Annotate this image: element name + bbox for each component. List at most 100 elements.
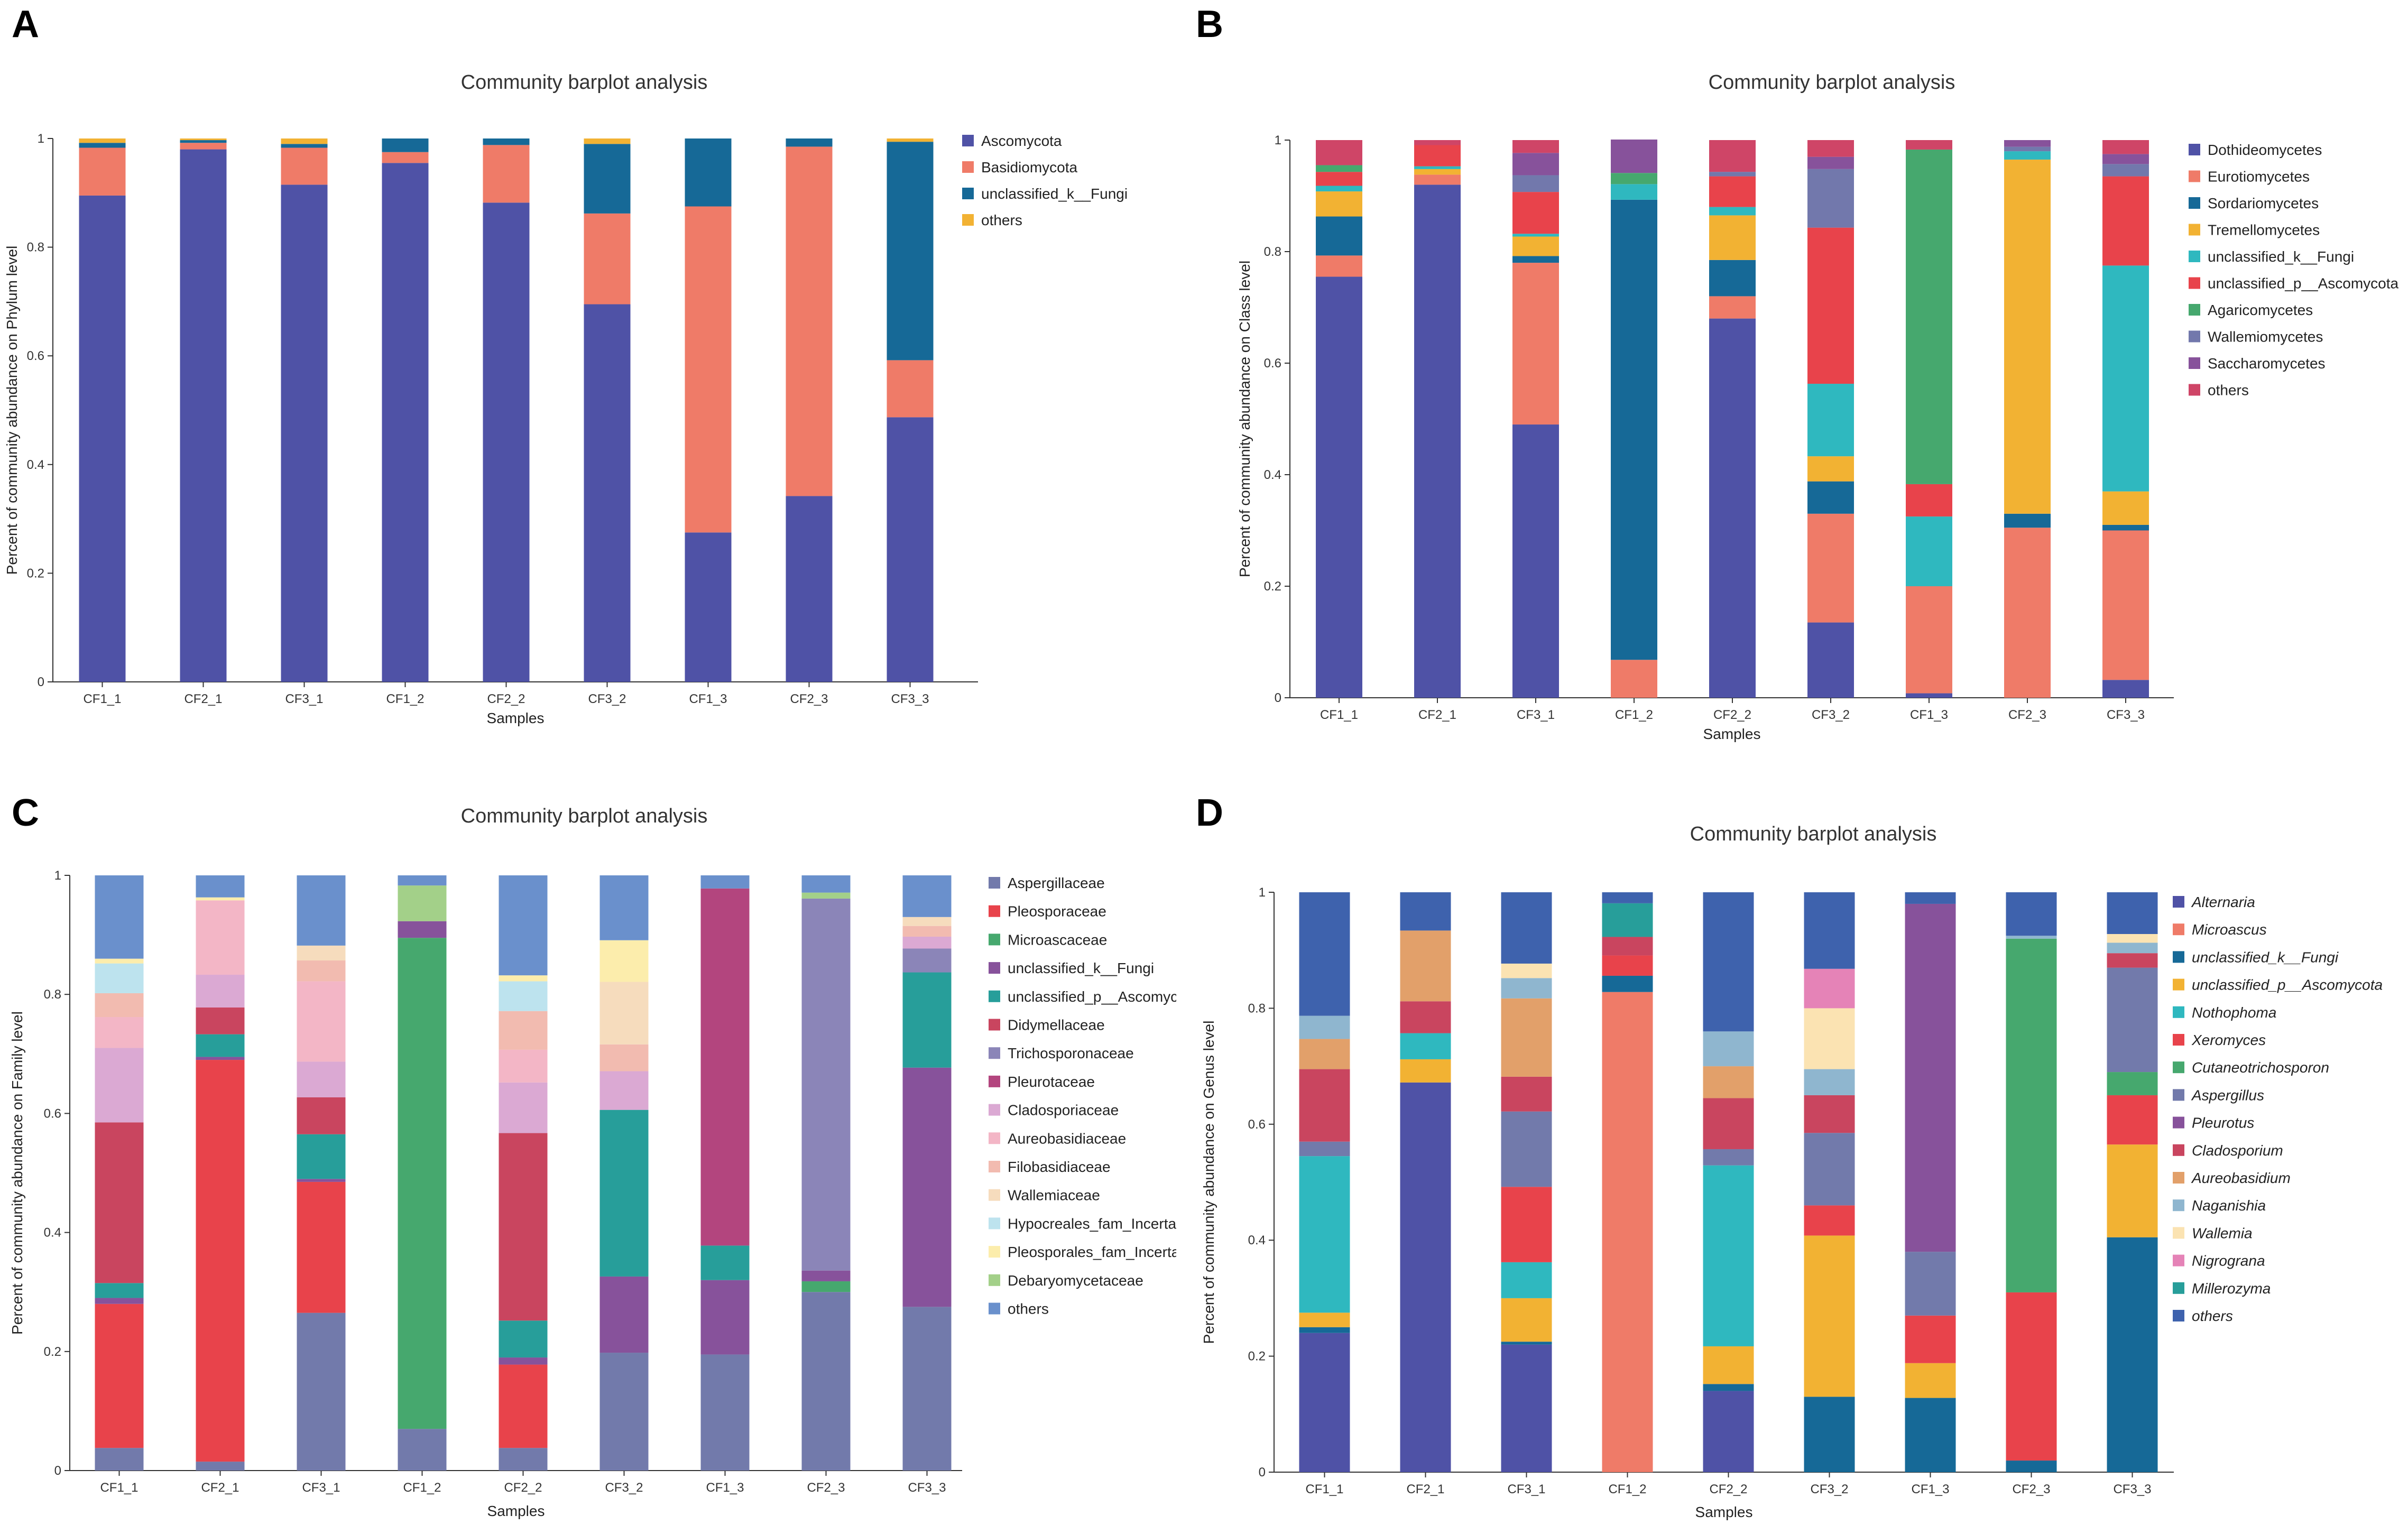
panel-d-legend-label: Cladosporium (2192, 1142, 2283, 1159)
panel-b-bar-cf3-3-series-7 (2102, 164, 2149, 177)
panel-c-bar-cf3-2-series-13 (599, 940, 649, 982)
panel-d-legend: Alternaria Microascus unclassified_k__Fung… (2173, 894, 2383, 1324)
panel-c-bar-cf1-3-series-4 (700, 1245, 750, 1280)
panel-a-bar-cf1-2-series-2 (382, 138, 429, 152)
panel-c-x-tick-label: CF3_3 (908, 1481, 946, 1495)
panel-d-bar-cf2-2-series-11 (1703, 1031, 1754, 1067)
panel-c-legend-label: Microascaceae (1008, 931, 1107, 948)
panel-a-y-tick-label: 0.2 (27, 566, 44, 580)
panel-b-bar-cf2-3-series-7 (2004, 146, 2051, 152)
panel-c-bar-cf2-2-series-9 (499, 1049, 548, 1083)
panel-d-bar-cf2-3-series-11 (2006, 936, 2057, 939)
panel-a-bar-cf1-1-series-2 (79, 143, 126, 148)
panel-d-bar-cf2-3-series-15 (2006, 892, 2057, 936)
panel-d-x-tick-label: CF3_3 (2113, 1482, 2151, 1496)
panel-d-chart: D Community barplot analysis 0 0.2 0.4 0.6 0.8… (1196, 792, 2383, 1520)
panel-a-letter: A (12, 3, 39, 45)
panel-a-legend-label: Basidiomycota (981, 159, 1078, 175)
panel-b-bar-cf3-1-series-1 (1512, 263, 1559, 425)
panel-d-bar-cf1-1-series-4 (1299, 1156, 1350, 1313)
panel-c-legend-swatch (989, 1132, 1000, 1144)
panel-a-xlabel: Samples (487, 710, 545, 726)
panel-c-bar-cf2-1-series-15 (196, 875, 245, 898)
panel-a-bar-cf1-1-series-3 (79, 138, 126, 143)
panel-b-bar-cf3-2-series-4 (1807, 384, 1854, 457)
panel-c-bar-cf2-3-series-15 (801, 875, 851, 893)
panel-c-legend-swatch (989, 1047, 1000, 1059)
panel-c-bar-cf3-1-series-11 (297, 945, 346, 961)
panel-c-legend-label: Aspergillaceae (1008, 875, 1105, 891)
panel-a-bar-cf2-3-series-2 (786, 138, 833, 147)
panel-c-bar-cf3-2-series-15 (599, 875, 649, 940)
panel-c-letter: C (12, 792, 39, 834)
panel-d-xlabel: Samples (1695, 1504, 1753, 1520)
panel-b-legend-label: Agaricomycetes (2208, 302, 2313, 318)
panel-c-chart: C Community barplot analysis 0 0.2 0.4 0.6 0.8… (9, 792, 1176, 1519)
panel-a-y-tick-label: 1 (38, 132, 44, 146)
panel-d-bar-cf1-2-series-5 (1602, 955, 1653, 976)
panel-b-bar-cf2-2-series-5 (1709, 176, 1756, 207)
panel-c-bar-cf1-2-series-14 (398, 885, 447, 921)
panel-c-bar-cf2-2-series-8 (499, 1082, 548, 1133)
panel-d-bar-cf3-2-series-15 (1804, 892, 1855, 969)
panel-d-bar-cf1-1-series-3 (1299, 1313, 1350, 1327)
panel-a-x-tick-label: CF2_1 (184, 692, 222, 706)
panel-c-bar-cf2-1-series-5 (196, 1007, 245, 1034)
panel-c-bar-cf3-3-series-10 (902, 926, 952, 937)
panel-d-bar-cf2-3-series-2 (2006, 1461, 2057, 1472)
panel-a-bar-cf1-1-series-1 (79, 147, 126, 196)
panel-b-bar-cf1-2-series-8 (1611, 139, 1657, 173)
panel-d-legend-swatch (2173, 1116, 2184, 1129)
panel-d-bar-cf3-2-series-12 (1804, 1008, 1855, 1069)
panel-a-bar-cf1-2-series-0 (382, 163, 429, 682)
panel-c-bar-cf3-2-series-8 (599, 1071, 649, 1110)
panel-d-bar-cf3-1-series-11 (1501, 978, 1552, 999)
panel-a-ylabel: Percent of community abundance on Phylum… (4, 246, 20, 575)
panel-d-bar-cf2-2-series-3 (1703, 1346, 1754, 1384)
panel-d-legend-swatch (2173, 923, 2184, 936)
panel-c-bar-cf2-2-series-10 (499, 1011, 548, 1050)
panel-c-bar-cf1-1-series-5 (95, 1122, 144, 1283)
panel-c-bar-cf3-3-series-15 (902, 875, 952, 917)
panel-d-y-tick-label: 1 (1259, 885, 1266, 900)
panel-d-bar-cf1-2-series-9 (1602, 937, 1653, 956)
panel-a-y-tick-label: 0.4 (27, 458, 44, 472)
panel-b-bar-cf1-1-series-4 (1316, 186, 1362, 192)
panel-b-bar-cf2-2-series-0 (1709, 318, 1756, 698)
panel-b-bar-cf3-2-series-9 (1807, 140, 1854, 157)
panel-d-bar-cf2-2-series-2 (1703, 1384, 1754, 1391)
panel-b-chart: B Community barplot analysis 0 0.2 0.4 0.6 0.8… (1196, 3, 2399, 742)
panel-a-bar-cf2-1-series-1 (180, 143, 227, 150)
panel-d-bar-cf3-3-series-15 (2107, 892, 2158, 934)
panel-d-bar-cf3-1-series-10 (1501, 998, 1552, 1077)
panel-a-legend-label: unclassified_k__Fungi (981, 186, 1128, 202)
panel-d-bar-cf3-1-series-2 (1501, 1342, 1552, 1345)
panel-b-bar-cf1-3-series-6 (1906, 149, 1952, 484)
panel-c-xlabel: Samples (487, 1503, 545, 1519)
panel-a-bar-cf3-3-series-3 (887, 138, 934, 142)
panel-b-bar-cf3-2-series-0 (1807, 622, 1854, 698)
panel-d-legend-label: Xeromyces (2191, 1032, 2266, 1048)
panel-c-bar-cf3-2-series-4 (599, 1110, 649, 1277)
panel-c-bar-cf3-3-series-4 (902, 972, 952, 1068)
panel-d-bar-cf1-2-series-1 (1602, 992, 1653, 1472)
panel-c-x-tick-label: CF2_1 (201, 1481, 239, 1495)
panel-a-bar-cf3-3-series-1 (887, 360, 934, 418)
panel-d-bar-cf3-3-series-9 (2107, 953, 2158, 968)
panel-c-bar-cf1-1-series-4 (95, 1283, 144, 1298)
panel-b-bar-cf3-1-series-8 (1512, 153, 1559, 175)
panel-c-bar-cf2-1-series-9 (196, 900, 245, 975)
panel-c-bar-cf1-1-series-13 (95, 958, 144, 964)
panel-b-bar-cf2-2-series-2 (1709, 260, 1756, 297)
panel-c-bar-cf3-1-series-15 (297, 875, 346, 946)
panel-b-legend-swatch (2189, 170, 2200, 182)
panel-b-y-tick-label: 0.6 (1264, 356, 1281, 371)
panel-d-bar-cf1-3-series-3 (1905, 1363, 1956, 1398)
panel-d-bar-cf3-1-series-4 (1501, 1262, 1552, 1298)
panel-d-bar-cf2-2-series-10 (1703, 1066, 1754, 1098)
panel-d-y-tick-label: 0.8 (1248, 1001, 1266, 1015)
panel-a-x-tick-label: CF2_3 (790, 692, 828, 706)
panel-d-legend-label: Alternaria (2191, 894, 2255, 910)
panel-b-legend: Dothideomycetes Eurotiomycetes Sordariomyc… (2189, 142, 2399, 399)
panel-c-bar-cf2-2-series-12 (499, 981, 548, 1011)
